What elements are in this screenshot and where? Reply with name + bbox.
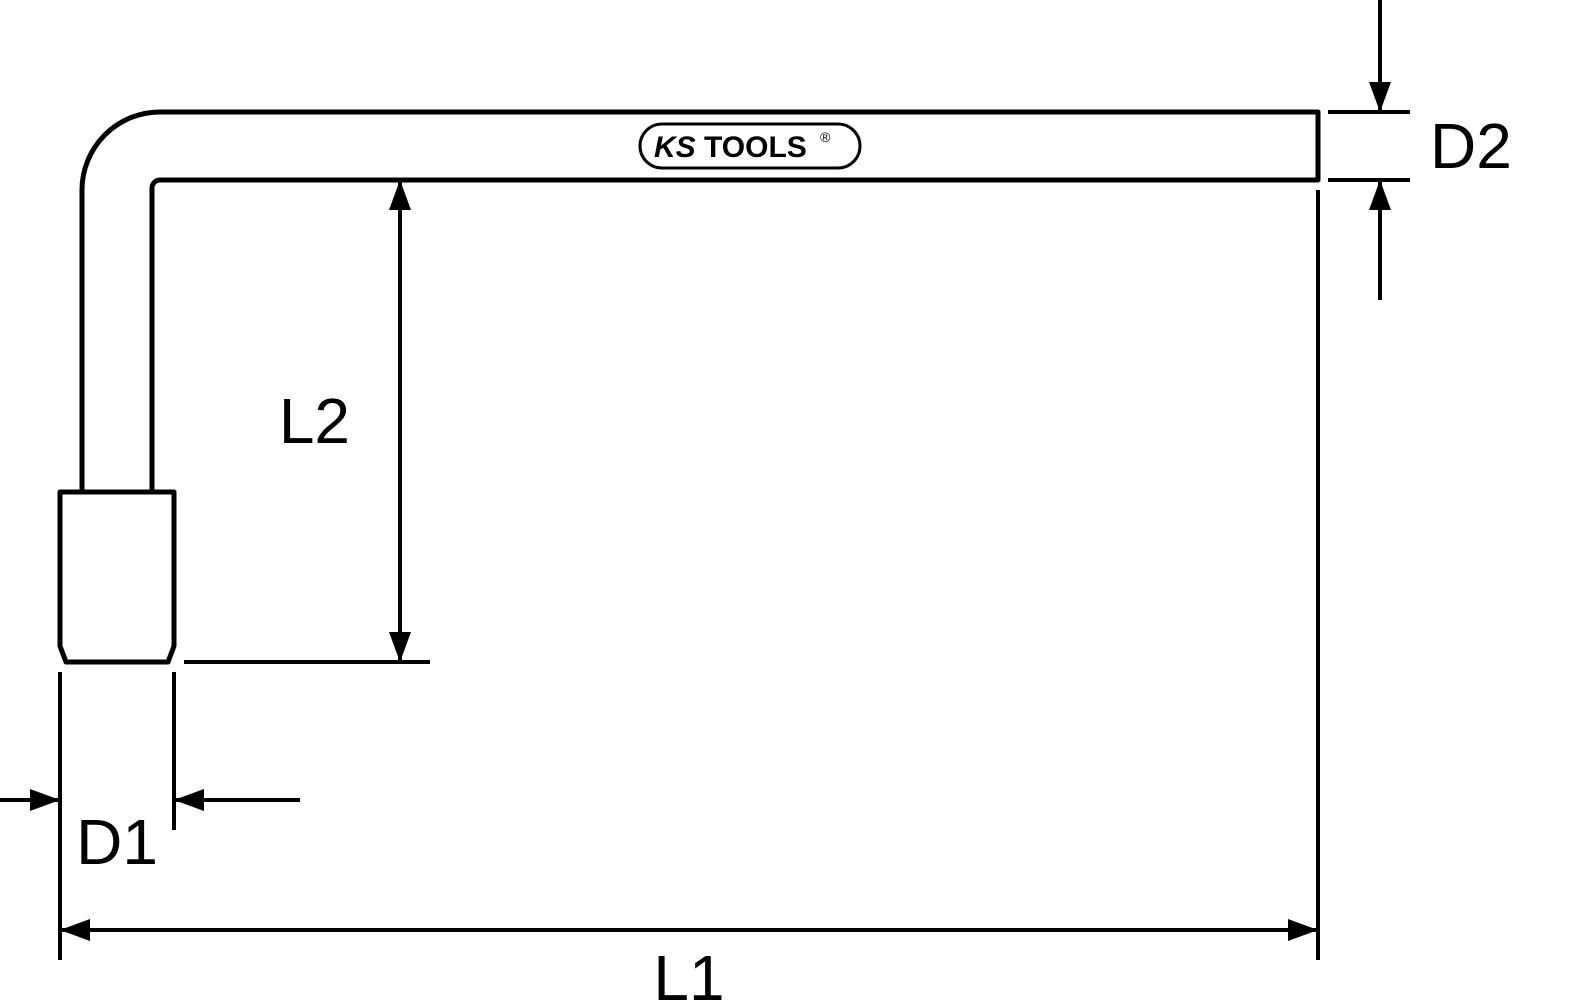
dim-label-L1: L1 (653, 942, 724, 1002)
dim-label-L2: L2 (279, 385, 350, 457)
svg-text:KS: KS (654, 131, 696, 164)
dim-label-D1: D1 (76, 806, 158, 878)
svg-text:TOOLS: TOOLS (704, 131, 807, 164)
svg-text:®: ® (820, 129, 831, 145)
dim-label-D2: D2 (1430, 110, 1512, 182)
